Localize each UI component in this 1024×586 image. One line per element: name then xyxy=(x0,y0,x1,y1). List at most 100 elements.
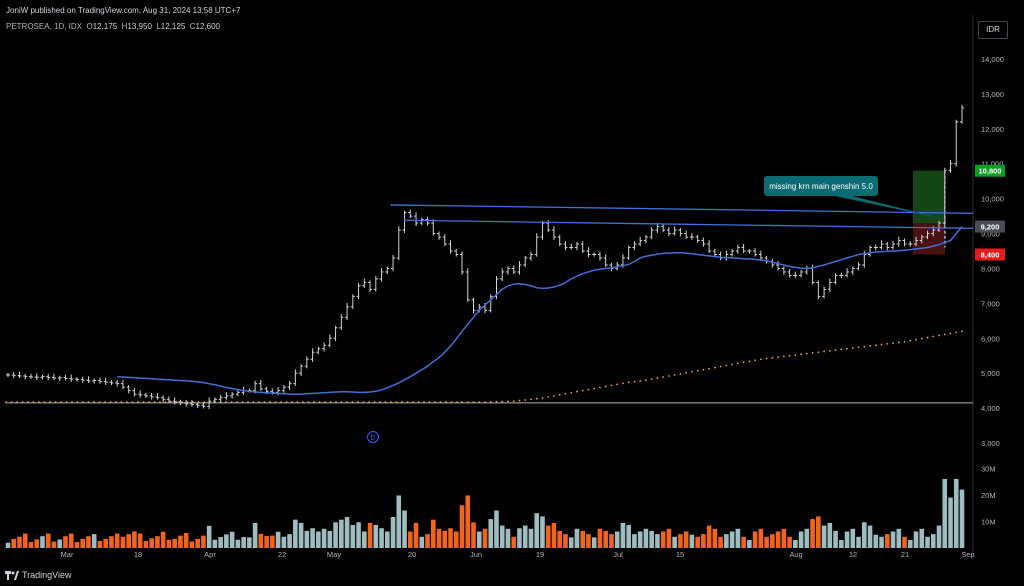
ma200-point xyxy=(362,401,365,404)
volume-bar xyxy=(17,536,22,548)
ma200-point xyxy=(915,338,917,341)
volume-bar xyxy=(155,536,160,548)
footer-brand-label: TradingView xyxy=(22,570,72,580)
volume-bar xyxy=(839,540,844,548)
ohlc-bar xyxy=(34,373,39,381)
ma200-point xyxy=(679,372,682,375)
ma200-point xyxy=(633,380,636,383)
volume-bar xyxy=(436,528,442,548)
ma200-point xyxy=(27,401,29,404)
ma200-point xyxy=(307,401,310,404)
ohlc-bar xyxy=(132,387,137,397)
volume-bar xyxy=(551,522,557,548)
volume-bar xyxy=(643,528,649,548)
ohlc-bar xyxy=(195,402,200,409)
price-tick-label: 6,000 xyxy=(981,334,1000,343)
ma200-point xyxy=(736,362,739,365)
ohlc-bar xyxy=(115,379,120,387)
volume-bar xyxy=(97,540,103,548)
volume-bar xyxy=(109,536,114,548)
volume-bar xyxy=(86,536,91,548)
ma200-point xyxy=(484,401,486,404)
ohlc-bar xyxy=(391,255,396,272)
ohlc-bar xyxy=(868,245,873,257)
ohlc-bar xyxy=(569,243,574,250)
ohlc-bar xyxy=(649,227,654,240)
volume-bar xyxy=(344,517,350,548)
published-line: JoniW published on TradingView.com, Aug … xyxy=(6,6,241,15)
ohlc-bar xyxy=(120,379,125,390)
trend-lines xyxy=(389,204,974,229)
volume-bar xyxy=(149,538,154,548)
currency-button[interactable]: IDR xyxy=(978,21,1008,39)
volume-bar xyxy=(770,534,775,548)
volume-bar xyxy=(45,533,51,548)
volume-bar xyxy=(522,525,528,548)
ma200-point xyxy=(650,378,653,381)
ohlc-bar xyxy=(471,297,476,314)
upper-trend-line xyxy=(389,204,974,214)
ohlc-bar xyxy=(339,314,344,330)
ma200-point xyxy=(280,401,282,404)
ma200-point xyxy=(857,346,860,349)
volume-bar xyxy=(494,510,499,548)
ma200-point xyxy=(21,401,24,404)
volume-bar xyxy=(453,531,459,548)
target-zone xyxy=(913,170,945,224)
volume-bar xyxy=(396,495,402,548)
ohlc-bar xyxy=(764,255,769,264)
ohlc-bar xyxy=(172,397,177,405)
volume-bar xyxy=(430,519,436,548)
ohlc-bar xyxy=(92,378,97,384)
volume-bar xyxy=(74,542,80,548)
ma200-point xyxy=(920,337,923,340)
ma200-point xyxy=(719,365,722,368)
price-tick-label: 11,000 xyxy=(981,160,1003,169)
footer-brand[interactable]: TradingView xyxy=(5,570,72,580)
ohlc-bar xyxy=(11,371,16,379)
volume-bar xyxy=(189,541,195,548)
volume-bar xyxy=(293,519,298,548)
ohlc-bar xyxy=(431,219,436,236)
volume-bar xyxy=(407,531,413,548)
ohlc-bar xyxy=(201,402,206,409)
ohlc-bar xyxy=(149,392,154,400)
ma200-point xyxy=(49,401,51,404)
ohlc-bar xyxy=(672,226,677,236)
ma200-point xyxy=(897,341,900,344)
ma200-point xyxy=(186,401,189,404)
ohlc-bar xyxy=(178,399,183,405)
ohlc-bar xyxy=(747,248,752,254)
ma200-point xyxy=(599,386,601,389)
volume-bar xyxy=(356,522,361,548)
ma200-point xyxy=(840,348,843,351)
ohlc-bar xyxy=(597,251,602,261)
ma200-point xyxy=(880,343,883,346)
volume-bar xyxy=(316,531,321,548)
ma200-point xyxy=(131,401,134,404)
symbol-label[interactable]: PETROSEA, 1D, IDX xyxy=(6,22,83,31)
ma200-point xyxy=(713,366,716,369)
volume-bar xyxy=(63,536,68,548)
volume-bar xyxy=(844,531,850,548)
volume-bar xyxy=(229,531,235,548)
price-badge-label: 9,200 xyxy=(981,223,1000,232)
ma200-point xyxy=(501,400,504,403)
volume-bar xyxy=(867,525,873,548)
time-tick-label: Jun xyxy=(470,550,482,559)
ohlc-bar xyxy=(776,261,781,271)
ma200-point xyxy=(38,401,40,404)
ohlc-bar xyxy=(873,244,878,251)
ma200-point xyxy=(274,401,277,404)
ma200-point xyxy=(863,345,866,348)
volume-bar xyxy=(718,536,723,548)
volume-bar xyxy=(930,534,936,548)
ohlc-bar xyxy=(534,233,539,257)
callout-text: missing krn main genshin 5.0 xyxy=(769,182,873,191)
ohlc-bar xyxy=(850,266,855,275)
ma200-point xyxy=(395,401,398,404)
ma200-point xyxy=(335,401,337,404)
time-tick-label: 20 xyxy=(408,550,416,559)
